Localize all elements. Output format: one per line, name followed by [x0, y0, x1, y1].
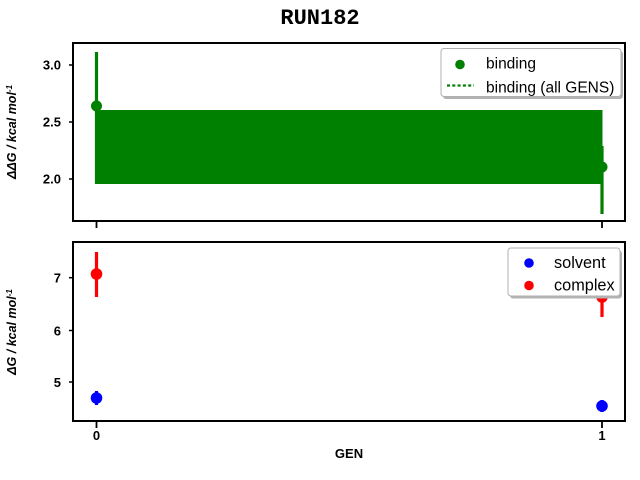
svg-text:6: 6 [54, 324, 61, 339]
svg-text:2.5: 2.5 [43, 115, 61, 130]
svg-text:ΔΔG / kcal mol-1: ΔΔG / kcal mol-1 [5, 84, 20, 180]
svg-text:complex: complex [554, 277, 615, 295]
svg-text:ΔG / kcal mol-1: ΔG / kcal mol-1 [5, 289, 20, 376]
svg-text:2.0: 2.0 [43, 172, 61, 187]
svg-text:5: 5 [54, 375, 61, 390]
svg-text:GEN: GEN [335, 446, 363, 461]
svg-text:0: 0 [93, 428, 100, 443]
svg-text:3.0: 3.0 [43, 58, 61, 73]
svg-text:binding (all GENS): binding (all GENS) [486, 80, 614, 97]
svg-text:7: 7 [54, 271, 61, 286]
svg-text:1: 1 [598, 428, 605, 443]
svg-text:solvent: solvent [554, 254, 606, 272]
svg-text:binding: binding [486, 56, 536, 73]
